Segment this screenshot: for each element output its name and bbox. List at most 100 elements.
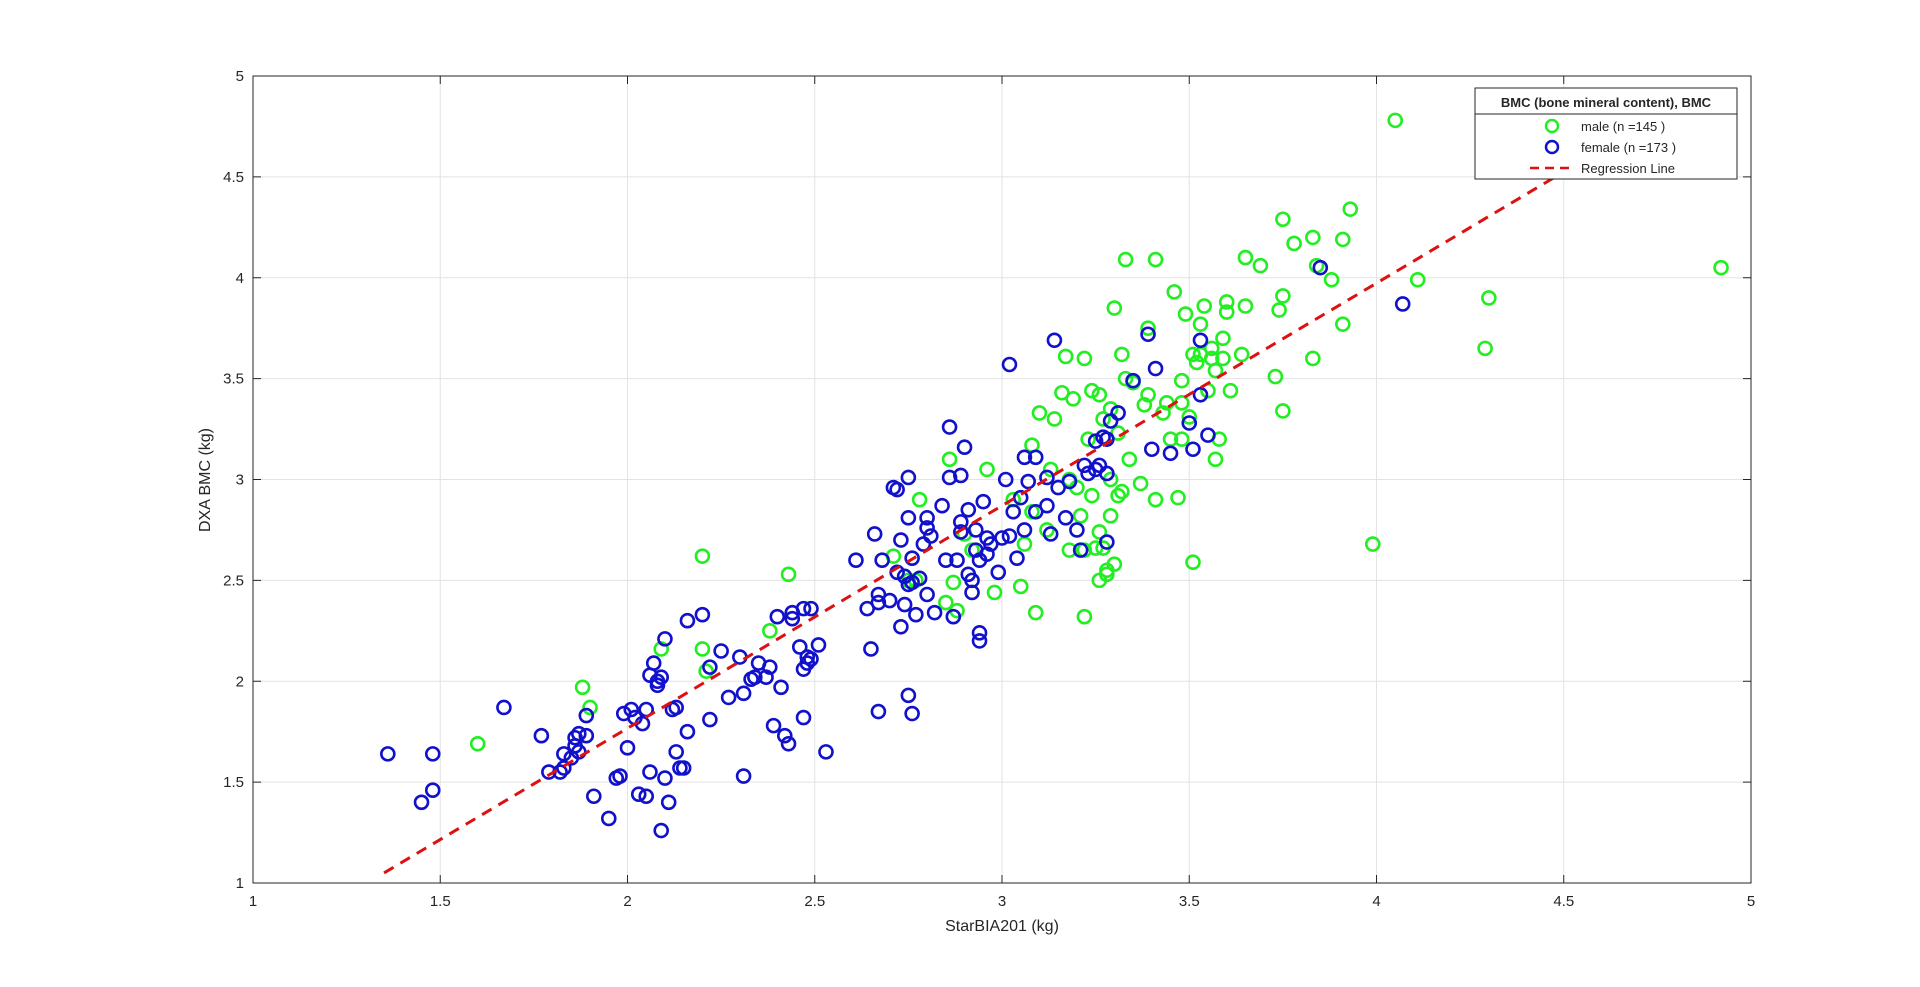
female-point (1069, 522, 1085, 538)
female-point (1016, 449, 1033, 466)
male-point (1031, 405, 1048, 421)
female-point (893, 618, 909, 635)
female-point (657, 631, 673, 647)
female-point (919, 510, 935, 526)
male-point (1177, 306, 1194, 322)
male-point (469, 735, 486, 752)
male-point (1084, 487, 1100, 504)
male-point (1106, 556, 1123, 573)
y-tick-label: 2.5 (223, 572, 244, 589)
female-point (653, 669, 670, 686)
male-point (1334, 316, 1351, 332)
male-point (1275, 403, 1291, 419)
female-point (803, 651, 819, 667)
y-tick-label: 3 (236, 472, 244, 489)
male-point (1233, 346, 1250, 363)
female-point (904, 705, 920, 722)
male-point (941, 451, 958, 468)
male-point (1185, 346, 1201, 363)
female-point (675, 760, 692, 776)
female-point (1162, 445, 1179, 462)
female-point (870, 594, 887, 611)
male-point (1196, 298, 1213, 314)
female-point (1125, 372, 1141, 389)
female-point (1039, 469, 1055, 486)
male-point (1121, 451, 1138, 468)
male-point (1409, 271, 1426, 288)
female-point (791, 639, 808, 655)
female-point (1012, 489, 1029, 506)
female-point (1099, 534, 1115, 550)
female-point (979, 546, 995, 562)
female-point (1200, 427, 1216, 443)
male-point (1106, 300, 1123, 316)
female-point (941, 419, 958, 435)
female-point (900, 687, 917, 704)
male-point (1136, 397, 1153, 413)
female-point (1087, 433, 1104, 449)
male-point (1237, 249, 1254, 266)
male-point (1192, 316, 1209, 332)
x-tick-label: 2.5 (804, 893, 825, 910)
male-point (762, 623, 778, 639)
female-point (953, 514, 969, 530)
female-point (1009, 550, 1025, 566)
male-point (1305, 229, 1321, 246)
regression-line-group (383, 159, 1584, 875)
female-point (380, 746, 396, 762)
male-point (1222, 382, 1239, 399)
female-point (612, 768, 628, 784)
female-point (1140, 326, 1156, 343)
female-point (533, 727, 550, 744)
female-point (911, 570, 928, 587)
female-point (679, 723, 696, 740)
female-point (848, 552, 864, 569)
female-point (956, 439, 973, 456)
male-point (1039, 522, 1055, 538)
female-point (702, 711, 718, 728)
female-point (773, 679, 789, 696)
female-point (758, 669, 774, 686)
male-point (1207, 362, 1224, 379)
female-point (1020, 473, 1037, 490)
male-point (1342, 201, 1359, 217)
male-point (1215, 330, 1231, 347)
female-point (994, 530, 1010, 546)
female-point (735, 685, 752, 702)
female-point (1110, 405, 1126, 421)
x-tick-label: 1.5 (430, 893, 451, 910)
female-point (679, 612, 696, 629)
male-point (1076, 350, 1093, 367)
female-point (765, 717, 782, 734)
male-point (1275, 288, 1291, 304)
female-point (1144, 441, 1160, 458)
female-point (619, 740, 636, 756)
male-point (1072, 508, 1089, 524)
legend-entry-regression: Regression Line (1581, 161, 1675, 176)
female-point (1061, 473, 1078, 490)
male-point (945, 574, 962, 591)
male-point (1012, 578, 1029, 595)
male-point (1218, 304, 1235, 320)
female-point (938, 552, 954, 569)
female-point (945, 608, 962, 625)
x-tick-label: 2 (623, 893, 631, 910)
female-point (571, 725, 587, 742)
male-point (1207, 451, 1224, 468)
female-point (810, 637, 827, 653)
female-point (971, 633, 988, 649)
female-point (1080, 465, 1096, 482)
y-axis-label: DXA BMC (kg) (197, 428, 214, 532)
female-point (795, 600, 812, 617)
male-point (1185, 554, 1201, 571)
legend-male-marker (1544, 118, 1560, 134)
legend-title: BMC (bone mineral content), BMC (1501, 95, 1712, 110)
female-point (645, 655, 662, 671)
male-point (1170, 489, 1186, 506)
female-point (657, 770, 673, 786)
male-point (1387, 112, 1404, 129)
x-tick-label: 4 (1372, 893, 1380, 910)
female-point (424, 782, 441, 798)
male-point (1147, 251, 1164, 268)
female-point (600, 810, 617, 827)
